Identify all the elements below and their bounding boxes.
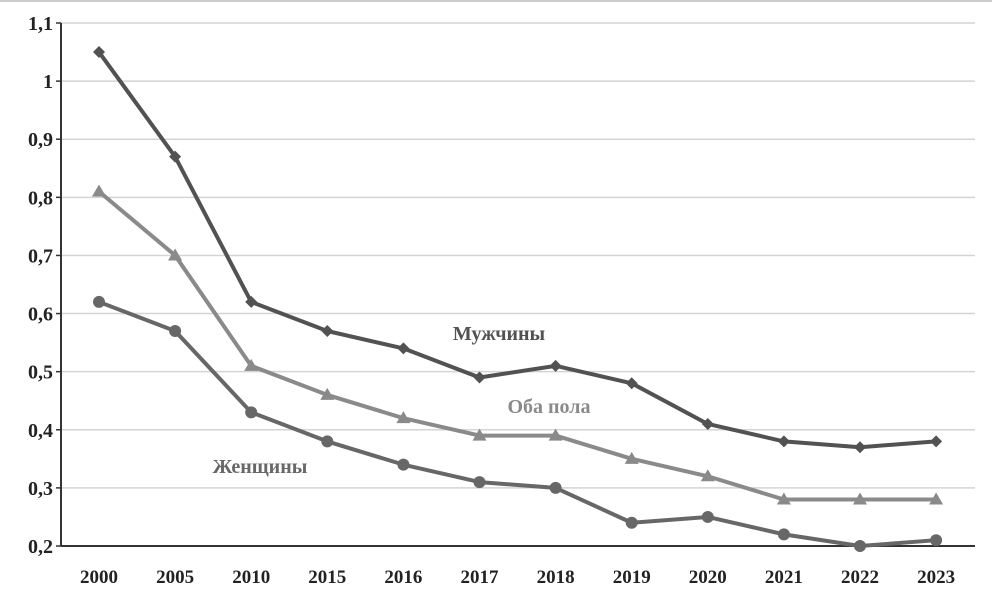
data-point-triangle	[168, 248, 183, 261]
x-tick-label: 2018	[537, 567, 575, 588]
data-point-circle	[473, 476, 486, 489]
data-point-triangle	[396, 411, 411, 424]
data-point-triangle	[472, 428, 487, 441]
y-tick-label: 0,4	[28, 420, 53, 442]
y-tick-label: 0,5	[28, 362, 53, 384]
data-point-diamond	[701, 417, 714, 430]
data-point-triangle	[929, 492, 944, 505]
y-tick-label: 0,8	[28, 187, 53, 209]
data-point-triangle	[244, 358, 259, 371]
series-label: Женщины	[213, 456, 308, 478]
x-tick-label: 2022	[841, 567, 879, 588]
data-point-circle	[930, 534, 943, 547]
data-point-diamond	[93, 46, 105, 59]
y-tick-label: 1,1	[28, 13, 53, 35]
data-point-circle	[777, 528, 790, 541]
data-point-circle	[854, 540, 866, 552]
data-point-diamond	[549, 359, 562, 372]
x-tick-label: 2010	[232, 567, 270, 588]
y-tick-label: 0,2	[28, 536, 53, 558]
x-tick-label: 2016	[384, 567, 422, 588]
series-line-1	[97, 189, 937, 502]
data-point-diamond	[854, 441, 866, 454]
data-point-diamond	[625, 377, 638, 390]
data-point-diamond	[169, 150, 182, 163]
x-tick-label: 2017	[461, 567, 500, 588]
data-point-triangle	[548, 428, 563, 441]
series-label: Мужчины	[453, 323, 546, 345]
data-point-circle	[397, 458, 410, 471]
series-line-0	[97, 50, 937, 450]
y-tick-label: 0,6	[28, 304, 53, 326]
data-point-circle	[93, 295, 105, 308]
y-tick-label: 1	[43, 71, 53, 93]
data-point-circle	[321, 435, 334, 448]
x-tick-label: 2019	[613, 567, 651, 588]
data-point-triangle	[624, 451, 639, 464]
data-point-circle	[701, 510, 714, 523]
x-tick-label: 2000	[80, 567, 118, 588]
y-tick-label: 0,9	[28, 129, 53, 151]
y-tick-label: 0,7	[28, 245, 53, 267]
data-point-circle	[245, 406, 258, 419]
data-point-triangle	[700, 469, 715, 482]
data-point-triangle	[853, 492, 867, 505]
x-tick-label: 2023	[917, 567, 955, 588]
x-tick-label: 2021	[765, 567, 803, 588]
series-label: Оба пола	[507, 396, 590, 418]
data-point-circle	[549, 481, 562, 494]
x-tick-label: 2020	[689, 567, 727, 588]
data-point-circle	[625, 516, 638, 529]
data-point-diamond	[777, 435, 790, 448]
data-point-circle	[169, 324, 182, 337]
data-point-diamond	[473, 371, 486, 384]
series-line-2	[98, 300, 937, 548]
data-point-triangle	[320, 387, 335, 400]
x-tick-label: 2015	[308, 567, 346, 588]
data-point-triangle	[92, 184, 106, 197]
data-point-diamond	[930, 435, 943, 448]
data-point-triangle	[776, 492, 791, 505]
x-tick-label: 2005	[156, 567, 194, 588]
data-point-diamond	[321, 324, 334, 337]
y-tick-label: 0,3	[28, 478, 53, 500]
data-point-diamond	[245, 295, 258, 308]
data-point-diamond	[397, 342, 410, 355]
